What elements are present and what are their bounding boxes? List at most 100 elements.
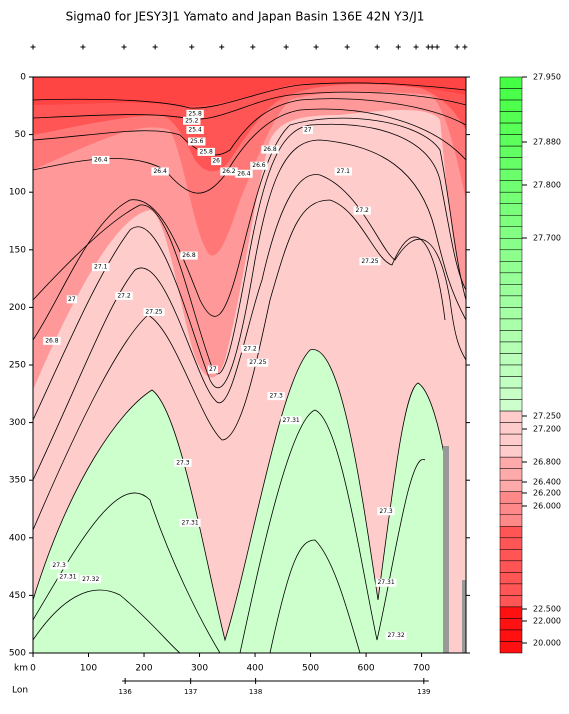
- colorbar-bin: [499, 284, 523, 297]
- x-tick-label: 200: [135, 664, 152, 674]
- colorbar-bin: [499, 341, 523, 354]
- label-bg: [261, 145, 279, 154]
- station-marker: [374, 44, 380, 50]
- label-bg: [220, 167, 238, 176]
- colorbar-bin: [499, 122, 523, 135]
- colorbar-bin: [499, 353, 523, 366]
- colorbar-bin: [499, 191, 523, 204]
- contour-label: 27.32: [387, 632, 404, 639]
- colorbar-bin: [499, 479, 523, 492]
- colorbar-bin: [499, 238, 523, 251]
- colorbar-bin: [499, 364, 523, 377]
- colorbar-bin: [499, 491, 523, 504]
- contour-label: 27: [304, 126, 312, 133]
- contour-label: 27: [209, 366, 217, 373]
- field-region: [33, 77, 466, 390]
- colorbar-bin: [499, 318, 523, 331]
- station-marker: [189, 44, 195, 50]
- label-bg: [57, 572, 79, 581]
- colorbar-bin: [499, 572, 523, 585]
- colorbar-bin: [499, 583, 523, 596]
- contour-label: 27: [68, 296, 76, 303]
- colorbar-bin: [499, 88, 523, 101]
- y-tick-label: 400: [9, 533, 26, 543]
- label-bg: [66, 295, 77, 304]
- colorbar-tick-label: 26.800: [533, 458, 561, 467]
- label-bg: [334, 167, 353, 176]
- colorbar-bin: [499, 399, 523, 412]
- contour-label: 27.25: [145, 309, 162, 316]
- x-axis-label: km: [14, 664, 28, 674]
- colorbar-bin: [499, 134, 523, 147]
- colorbar-tick-label: 20.000: [533, 639, 561, 648]
- contour-label: 27.1: [94, 264, 108, 271]
- label-bg: [353, 206, 371, 215]
- colorbar-tick-label: 26.200: [533, 489, 561, 498]
- x-tick-label: 700: [413, 664, 430, 674]
- station-marker: [344, 44, 350, 50]
- x2-axis-label: Lon: [12, 686, 28, 696]
- y-tick-label: 500: [9, 649, 26, 659]
- station-marker: [219, 44, 225, 50]
- colorbar-bin: [499, 422, 523, 435]
- x2-tick-label: 137: [184, 688, 197, 696]
- colorbar-bin: [499, 514, 523, 527]
- label-bg: [197, 147, 215, 156]
- station-marker: [434, 44, 440, 50]
- colorbar-bin: [499, 502, 523, 516]
- label-bg: [235, 169, 253, 178]
- contour-label: 27.31: [182, 519, 199, 526]
- x-tick-label: 100: [80, 664, 97, 674]
- contour-label: 26.4: [153, 168, 167, 175]
- contour-line: [32, 98, 467, 156]
- contour-line: [32, 139, 467, 421]
- colorbar-bin: [499, 537, 523, 550]
- label-bg: [151, 167, 169, 176]
- contour-label: 26.4: [94, 156, 108, 163]
- station-marker: [462, 44, 468, 50]
- colorbar-bin: [499, 203, 523, 216]
- label-bg: [183, 116, 201, 125]
- station-marker: [152, 44, 158, 50]
- station-marker: [313, 44, 319, 50]
- label-bg: [180, 251, 198, 260]
- colorbar-tick-label: 22.000: [533, 617, 561, 626]
- colorbar-bin: [499, 99, 523, 112]
- colorbar-bin: [499, 618, 523, 631]
- missing-data: [462, 580, 466, 653]
- x2-tick-label: 138: [249, 688, 262, 696]
- label-bg: [174, 458, 192, 467]
- contour-line: [32, 174, 467, 481]
- colorbar-bin: [499, 376, 523, 389]
- station-marker: [30, 44, 36, 50]
- contour-label: 27.1: [337, 168, 351, 175]
- label-bg: [250, 161, 268, 170]
- contour-line: [32, 123, 467, 375]
- colorbar-bin: [499, 629, 523, 642]
- colorbar-bin: [499, 214, 523, 228]
- station-marker: [121, 44, 127, 50]
- colorbar-tick-label: 27.700: [533, 234, 561, 243]
- colorbar-bin: [499, 468, 523, 481]
- x-tick-label: 300: [191, 664, 208, 674]
- label-bg: [92, 155, 110, 164]
- label-bg: [211, 157, 222, 166]
- colorbar-bin: [499, 526, 523, 539]
- colorbar-tick-label: 27.950: [533, 73, 561, 82]
- contour-label: 27.31: [377, 579, 394, 586]
- y-tick-label: 200: [9, 303, 26, 313]
- contour-label: 27.25: [249, 359, 266, 366]
- label-bg: [92, 263, 110, 272]
- x-tick-label: 600: [357, 664, 374, 674]
- colorbar-bin: [499, 606, 523, 619]
- y-tick-label: 50: [15, 130, 27, 140]
- contour-line: [32, 539, 361, 654]
- field-region: [33, 77, 466, 256]
- x-tick-label: 500: [302, 664, 319, 674]
- contour-label: 26.2: [222, 168, 236, 175]
- colorbar-bin: [499, 641, 523, 654]
- station-marker: [454, 44, 460, 50]
- contour-label: 27.2: [243, 345, 257, 352]
